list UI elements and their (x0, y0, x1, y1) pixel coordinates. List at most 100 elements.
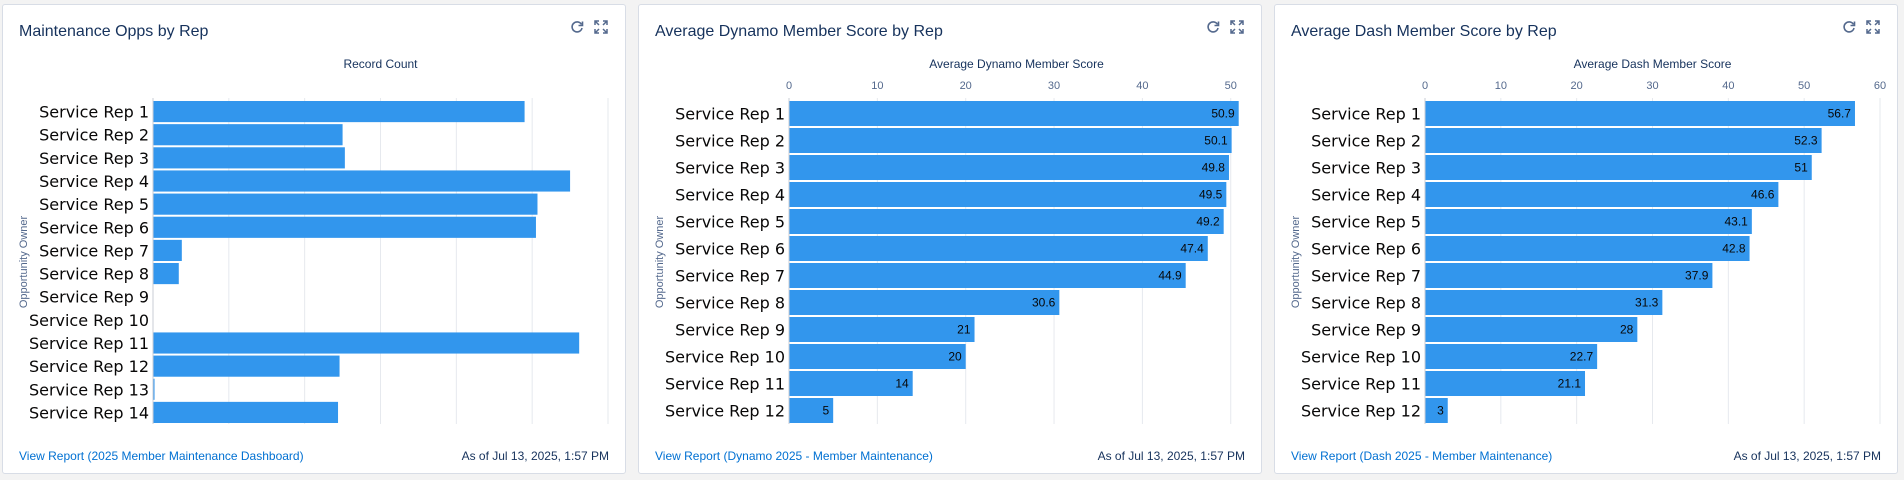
x-axis-title: Average Dynamo Member Score (929, 57, 1104, 71)
x-tick-label: 0 (1422, 80, 1428, 92)
bar[interactable] (153, 101, 525, 123)
y-axis-title: Opportunity Owner (18, 216, 30, 309)
category-label: Service Rep 9 (39, 288, 149, 307)
dashboard-card-dynamo-score: Average Dynamo Member Score by Rep Avera… (638, 4, 1262, 474)
expand-icon[interactable] (1229, 19, 1245, 35)
x-tick-label: 20 (1571, 80, 1583, 92)
bar[interactable] (1425, 182, 1779, 207)
view-report-link[interactable]: View Report (Dash 2025 - Member Maintena… (1291, 449, 1553, 463)
bar[interactable] (153, 239, 182, 261)
category-label: Service Rep 12 (29, 357, 149, 376)
x-axis-title: Record Count (343, 57, 418, 71)
bar[interactable] (789, 182, 1227, 207)
category-label: Service Rep 2 (1311, 132, 1421, 151)
bar[interactable] (789, 236, 1208, 261)
data-label: 50.9 (1211, 107, 1235, 121)
bar[interactable] (1425, 344, 1598, 369)
bar[interactable] (1425, 317, 1638, 342)
bar[interactable] (1425, 290, 1663, 315)
expand-icon[interactable] (1865, 19, 1881, 35)
x-axis-title: Average Dash Member Score (1574, 57, 1732, 71)
data-label: 20 (948, 350, 962, 364)
bar[interactable] (789, 155, 1229, 180)
category-label: Service Rep 3 (1311, 159, 1421, 178)
bar[interactable] (789, 290, 1060, 315)
bar[interactable] (153, 332, 580, 354)
refresh-icon[interactable] (569, 19, 585, 35)
card-title: Average Dash Member Score by Rep (1291, 23, 1557, 40)
data-label: 30.6 (1032, 296, 1056, 310)
data-label: 31.3 (1635, 296, 1659, 310)
bar[interactable] (789, 263, 1186, 288)
bar[interactable] (789, 344, 966, 369)
category-label: Service Rep 12 (665, 402, 785, 421)
bar-chart: Average Dash Member Score Opportunity Own… (1290, 57, 1886, 424)
bar[interactable] (153, 401, 339, 423)
bar[interactable] (1425, 236, 1750, 261)
bar[interactable] (789, 209, 1224, 234)
bar-chart: Record Count Opportunity Owner Service Rep… (18, 57, 609, 424)
data-label: 21.1 (1558, 377, 1582, 391)
data-label: 49.2 (1196, 215, 1220, 229)
data-label: 49.5 (1199, 188, 1223, 202)
x-tick-label: 40 (1722, 80, 1734, 92)
category-label: Service Rep 8 (1311, 294, 1421, 313)
bar[interactable] (153, 147, 345, 169)
category-label: Service Rep 10 (29, 311, 149, 330)
category-label: Service Rep 2 (39, 126, 149, 145)
bar[interactable] (153, 216, 536, 238)
x-tick-label: 60 (1874, 80, 1886, 92)
bar[interactable] (153, 193, 538, 215)
bar[interactable] (1425, 155, 1812, 180)
as-of-timestamp: As of Jul 13, 2025, 1:57 PM (1733, 449, 1881, 463)
refresh-icon[interactable] (1205, 19, 1221, 35)
bar[interactable] (789, 371, 913, 396)
category-label: Service Rep 10 (665, 348, 785, 367)
view-report-link[interactable]: View Report (2025 Member Maintenance Das… (19, 449, 304, 463)
x-tick-label: 30 (1048, 80, 1060, 92)
bar[interactable] (789, 398, 834, 423)
bar[interactable] (153, 124, 343, 146)
bar[interactable] (1425, 128, 1822, 153)
category-label: Service Rep 10 (1301, 348, 1421, 367)
category-label: Service Rep 4 (675, 186, 785, 205)
data-label: 14 (895, 377, 909, 391)
data-label: 52.3 (1794, 134, 1818, 148)
category-label: Service Rep 2 (675, 132, 785, 151)
bar[interactable] (1425, 398, 1448, 423)
data-label: 3 (1437, 404, 1444, 418)
data-label: 28 (1620, 323, 1634, 337)
expand-icon[interactable] (593, 19, 609, 35)
category-label: Service Rep 5 (1311, 213, 1421, 232)
view-report-link[interactable]: View Report (Dynamo 2025 - Member Mainte… (655, 449, 933, 463)
category-label: Service Rep 7 (675, 267, 785, 286)
bar[interactable] (1425, 101, 1855, 126)
as-of-timestamp: As of Jul 13, 2025, 1:57 PM (461, 449, 609, 463)
category-label: Service Rep 4 (1311, 186, 1421, 205)
bar[interactable] (153, 263, 179, 285)
category-label: Service Rep 14 (29, 403, 149, 422)
x-tick-label: 10 (1495, 80, 1507, 92)
bar[interactable] (1425, 263, 1713, 288)
category-label: Service Rep 5 (675, 213, 785, 232)
x-tick-label: 50 (1798, 80, 1810, 92)
refresh-icon[interactable] (1841, 19, 1857, 35)
y-axis-title: Opportunity Owner (1290, 216, 1302, 309)
category-label: Service Rep 5 (39, 195, 149, 214)
category-label: Service Rep 1 (39, 103, 149, 122)
bar[interactable] (789, 317, 975, 342)
category-label: Service Rep 7 (1311, 267, 1421, 286)
x-tick-label: 20 (960, 80, 972, 92)
card-title: Maintenance Opps by Rep (19, 23, 209, 40)
bar[interactable] (153, 355, 340, 377)
bar[interactable] (789, 101, 1239, 126)
category-label: Service Rep 11 (665, 375, 785, 394)
bar[interactable] (153, 378, 155, 400)
bar[interactable] (789, 128, 1232, 153)
bar[interactable] (1425, 371, 1586, 396)
bar[interactable] (153, 170, 571, 192)
bar[interactable] (1425, 209, 1752, 234)
category-label: Service Rep 12 (1301, 402, 1421, 421)
data-label: 56.7 (1828, 107, 1852, 121)
data-label: 44.9 (1158, 269, 1182, 283)
